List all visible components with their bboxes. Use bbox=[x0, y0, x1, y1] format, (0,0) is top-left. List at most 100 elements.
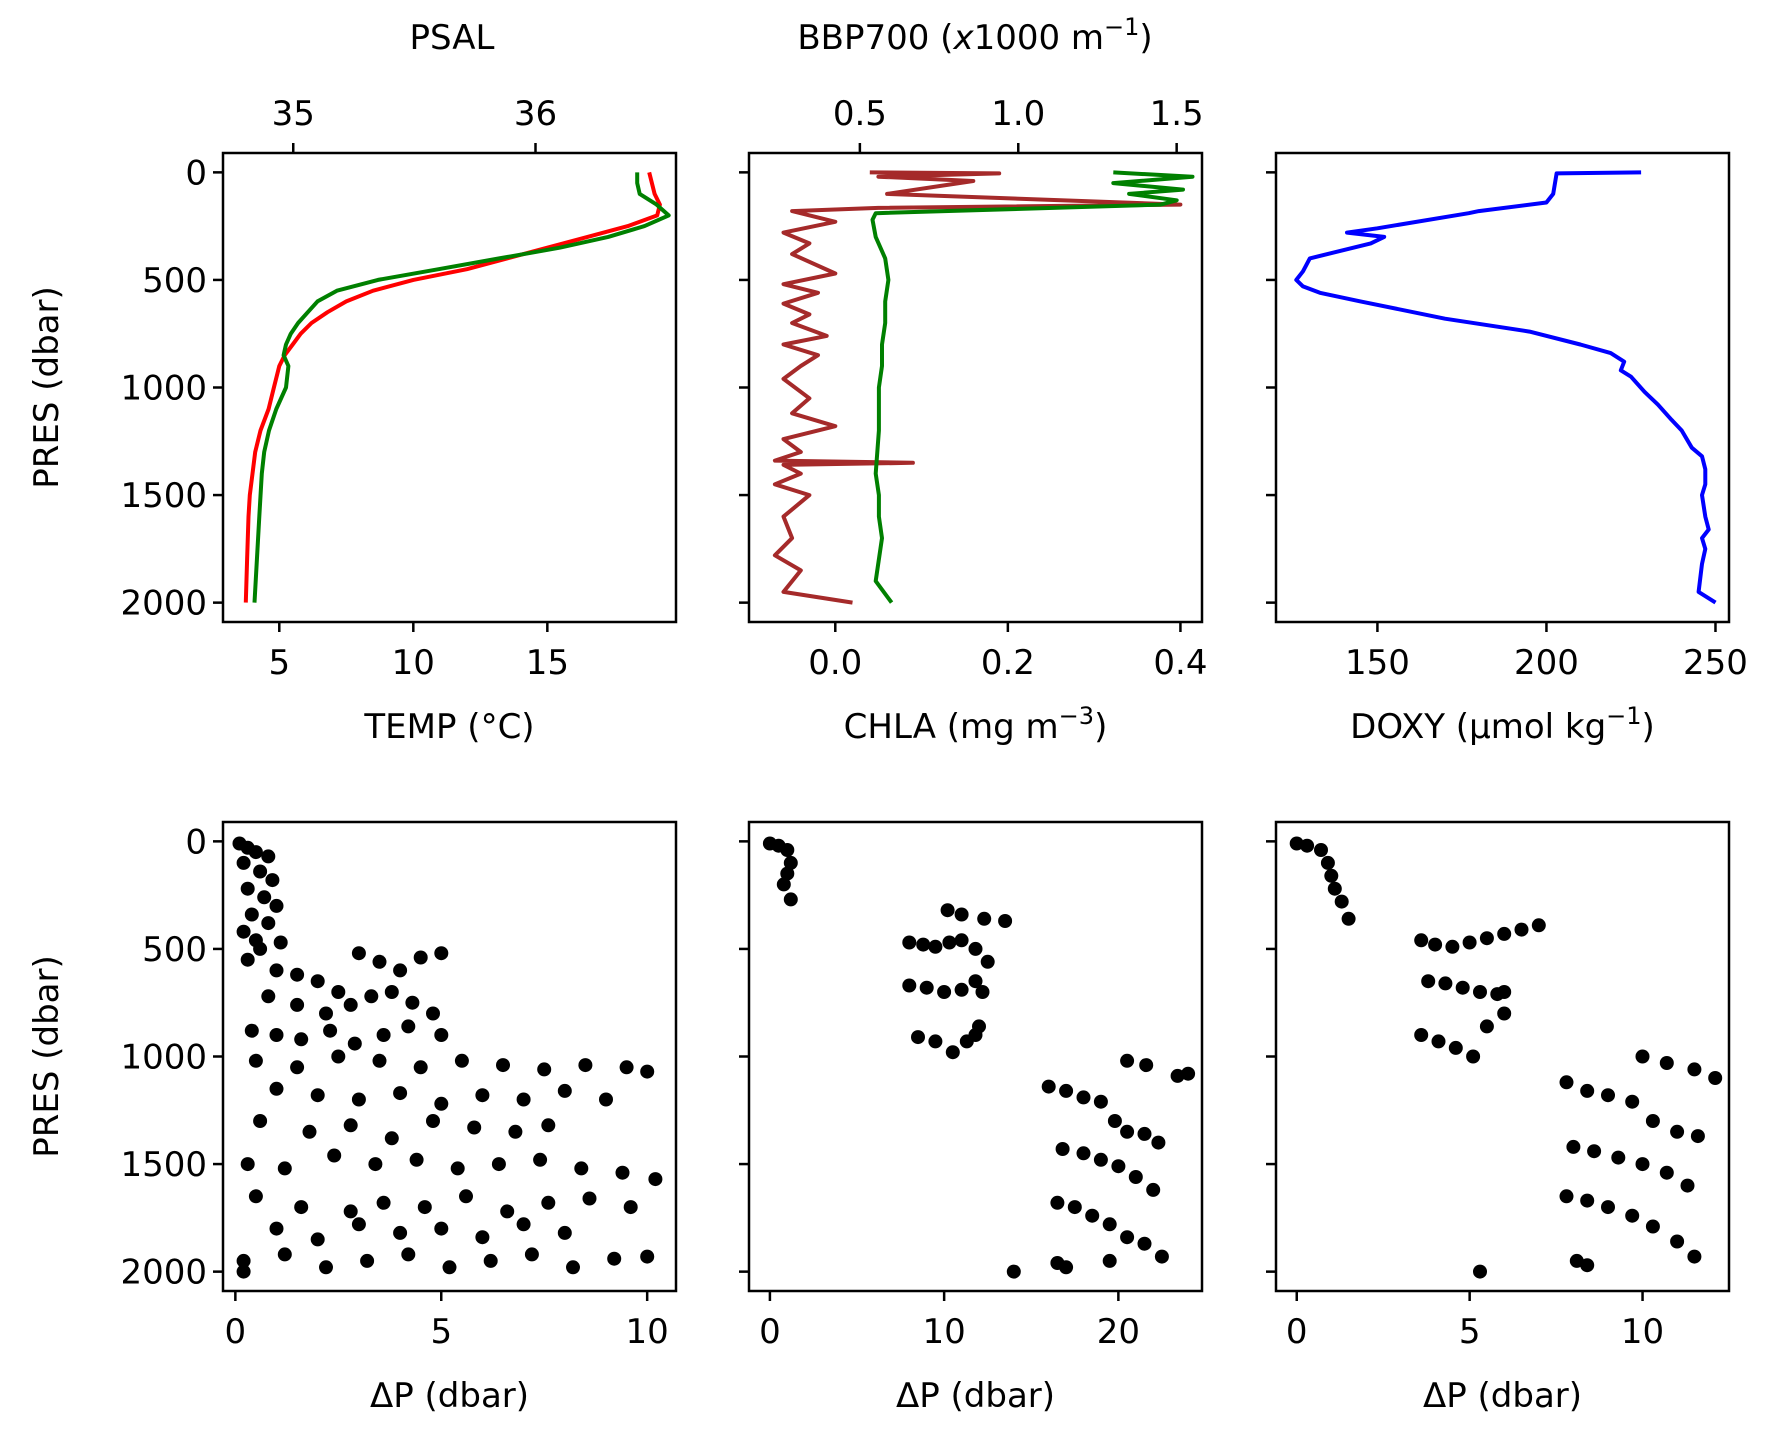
scatter-point bbox=[413, 950, 428, 965]
top-x-axis-label: BBP700 (x1000 m−1) bbox=[797, 13, 1152, 58]
x-tick-label: 0.4 bbox=[1153, 643, 1207, 683]
scatter-point bbox=[1687, 1062, 1702, 1077]
scatter-point bbox=[426, 1006, 440, 1021]
scatter-point bbox=[459, 1189, 473, 1204]
scatter-point bbox=[343, 997, 358, 1012]
x-tick-label: 150 bbox=[1345, 643, 1410, 683]
scatter-point bbox=[1314, 843, 1328, 857]
scatter-point bbox=[1580, 1193, 1595, 1208]
scatter-point bbox=[1448, 1040, 1463, 1055]
scatter-point bbox=[384, 985, 399, 999]
x-axis-label: ΔP (dbar) bbox=[1423, 1376, 1582, 1416]
scatter-point bbox=[1067, 1200, 1082, 1215]
scatter-point bbox=[1497, 985, 1512, 999]
scatter-point bbox=[434, 1096, 449, 1111]
scatter-point bbox=[1055, 1142, 1070, 1156]
scatter-point bbox=[998, 914, 1013, 928]
scatter-point bbox=[1580, 1083, 1595, 1098]
scatter-point bbox=[574, 1161, 589, 1176]
scatter-point bbox=[310, 1232, 325, 1247]
panel-doxy: 150 200 250 DOXY (µmol kg−1) bbox=[1266, 151, 1748, 747]
scatter-point bbox=[236, 924, 251, 939]
top-x-tick-label: 0.5 bbox=[833, 94, 887, 134]
scatter-point bbox=[954, 907, 969, 922]
scatter-point bbox=[968, 941, 983, 956]
scatter-point bbox=[269, 1221, 284, 1236]
scatter-point bbox=[1601, 1088, 1615, 1103]
scatter-point bbox=[475, 1088, 490, 1103]
scatter-point bbox=[1497, 1006, 1512, 1021]
scatter-point bbox=[294, 1200, 309, 1215]
series-line-chla-bbp-1 bbox=[870, 170, 1195, 604]
scatter-point bbox=[1580, 1258, 1595, 1273]
scatter-point bbox=[582, 1191, 597, 1206]
y-tick-label: 1500 bbox=[120, 1145, 207, 1185]
scatter-point bbox=[347, 1036, 362, 1051]
axes-frame bbox=[1274, 151, 1731, 624]
scatter-point bbox=[248, 1189, 263, 1204]
scatter-point bbox=[491, 1157, 506, 1172]
scatter-point bbox=[516, 1217, 531, 1232]
scatter-point bbox=[599, 1092, 613, 1107]
scatter-point bbox=[434, 1221, 449, 1236]
scatter-point bbox=[1625, 1208, 1640, 1223]
x-tick-label: 10 bbox=[392, 643, 435, 683]
scatter-point bbox=[1289, 836, 1304, 851]
scatter-point bbox=[954, 982, 969, 997]
scatter-point bbox=[780, 866, 795, 881]
scatter-point bbox=[372, 1053, 387, 1068]
x-tick-label: 20 bbox=[1097, 1312, 1140, 1352]
scatter-point bbox=[1120, 1053, 1135, 1068]
scatter-point bbox=[269, 1081, 284, 1096]
y-tick-label: 2000 bbox=[120, 1253, 207, 1293]
scatter-point bbox=[310, 1088, 325, 1103]
scatter-point bbox=[1041, 1079, 1056, 1094]
panel-chla-bbp: 0.0 0.2 0.4 0.5 1.0 1.5 BBP700 (x1000 m−1) CHLA… bbox=[739, 13, 1207, 747]
scatter-point bbox=[1111, 1159, 1126, 1174]
scatter-point bbox=[1300, 838, 1315, 853]
x-axis-label: DOXY (µmol kg−1) bbox=[1350, 702, 1655, 747]
scatter-point bbox=[1076, 1090, 1091, 1105]
axes-frame bbox=[221, 820, 678, 1293]
scatter-point bbox=[1146, 1182, 1161, 1197]
scatter-point bbox=[269, 1028, 284, 1042]
scatter-point bbox=[434, 946, 449, 961]
scatter-point bbox=[968, 974, 983, 989]
scatter-point bbox=[240, 881, 255, 896]
scatter-point bbox=[240, 952, 255, 967]
scatter-point bbox=[1611, 1150, 1626, 1165]
scatter-point bbox=[1414, 1028, 1429, 1042]
scatter-point bbox=[265, 873, 280, 888]
scatter-point bbox=[351, 946, 366, 961]
x-tick-label: 200 bbox=[1514, 643, 1579, 683]
scatter-point bbox=[1708, 1071, 1723, 1085]
x-tick-label: 0.0 bbox=[808, 643, 862, 683]
scatter-point bbox=[1120, 1230, 1135, 1245]
axes-frame bbox=[1274, 820, 1731, 1293]
x-tick-label: 10 bbox=[1621, 1312, 1664, 1352]
scatter-point bbox=[372, 954, 387, 969]
scatter-point bbox=[302, 1124, 317, 1139]
scatter-point bbox=[566, 1260, 580, 1275]
scatter-point bbox=[1438, 976, 1453, 991]
x-tick-label: 250 bbox=[1683, 643, 1748, 683]
scatter-point bbox=[1659, 1056, 1674, 1070]
scatter-point bbox=[942, 935, 957, 950]
scatter-point bbox=[557, 1083, 572, 1098]
y-axis-label: PRES (dbar) bbox=[27, 286, 67, 489]
scatter-point bbox=[253, 941, 268, 956]
panel-dp-3: 0 5 10 ΔP (dbar) bbox=[1266, 820, 1731, 1416]
scatter-point bbox=[1059, 1083, 1074, 1098]
top-x-tick-label: 1.0 bbox=[991, 94, 1045, 134]
scatter-point bbox=[236, 1253, 251, 1268]
scatter-point bbox=[269, 898, 284, 913]
x-tick-label: 15 bbox=[526, 643, 569, 683]
axes-frame bbox=[747, 151, 1204, 624]
y-tick-label: 1000 bbox=[120, 1038, 207, 1078]
y-tick-label: 500 bbox=[142, 930, 207, 970]
y-tick-label: 2000 bbox=[120, 584, 207, 624]
scatter-point bbox=[1093, 1152, 1108, 1167]
scatter-point bbox=[1559, 1189, 1574, 1204]
scatter-point bbox=[393, 963, 408, 978]
